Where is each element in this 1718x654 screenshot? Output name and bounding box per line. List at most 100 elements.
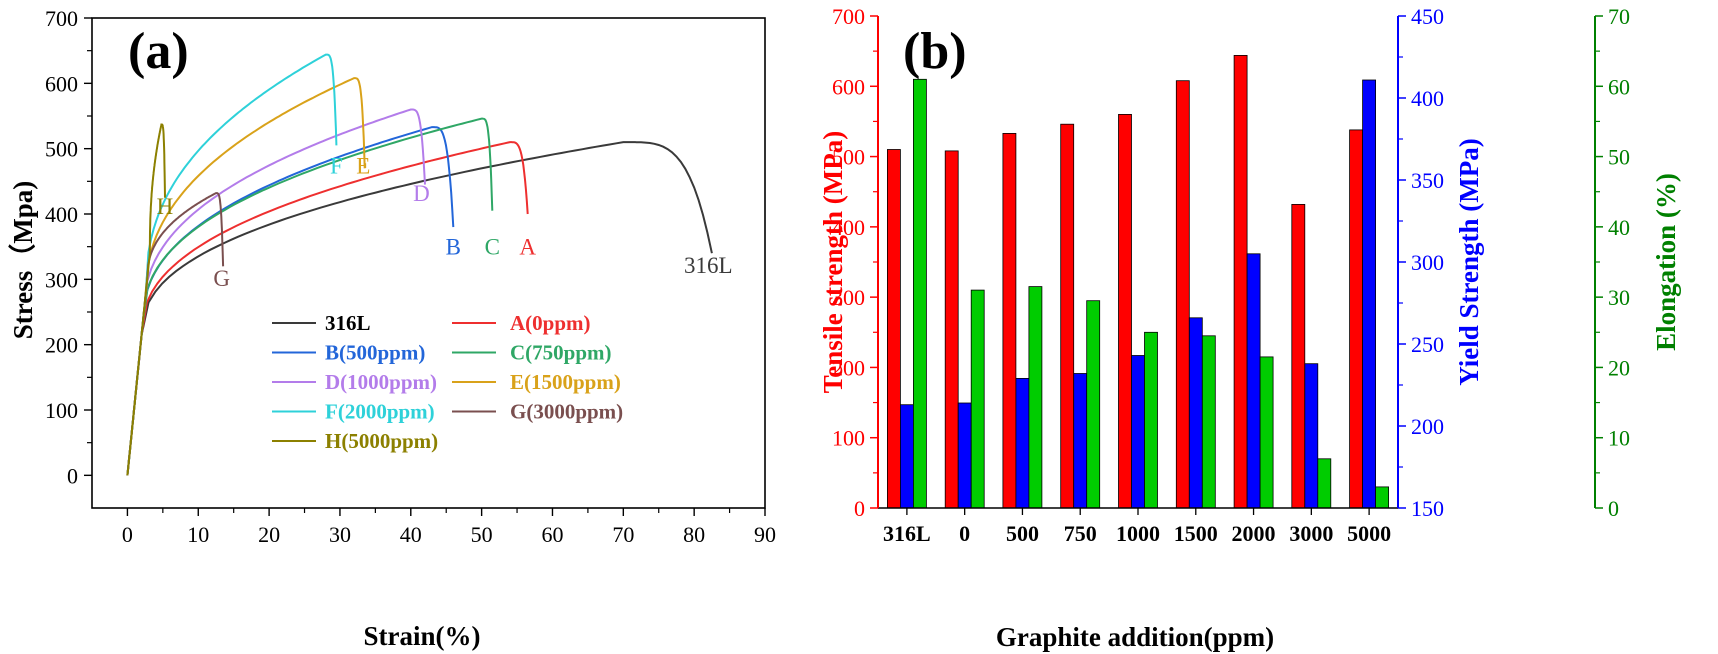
panel-a-x-tick-label: 50	[471, 522, 493, 547]
panel-b-right2-tick-label: 50	[1608, 145, 1630, 170]
curve-end-label-d: D	[413, 181, 430, 206]
panel-a-x-tick-label: 0	[122, 522, 133, 547]
bar-tensile-strength-mpa-5000	[1349, 129, 1363, 509]
panel-a-curve-tags: 316L A B C D EF G H	[157, 153, 733, 290]
legend-label-f-2000ppm: F(2000ppm)	[325, 400, 435, 424]
bar-yield-strength-mpa-750	[1073, 373, 1088, 509]
panel-b-right1-tick-label: 250	[1411, 332, 1444, 357]
bar-yield-strength-mpa-0	[957, 402, 972, 509]
bar-yield-strength-mpa-3000	[1304, 363, 1319, 509]
curve-end-label-g: G	[213, 266, 230, 291]
panel-a-x-tick-label: 30	[329, 522, 351, 547]
panel-a-y-tick-label: 0	[67, 463, 78, 488]
panel-a-x-tick-label: 10	[187, 522, 209, 547]
legend-label-a-0ppm: A(0ppm)	[510, 311, 591, 335]
legend-label-g-3000ppm: G(3000ppm)	[510, 400, 623, 424]
panel-b-right1-tick-label: 450	[1411, 4, 1444, 29]
panel-b-label: (b)	[903, 23, 967, 80]
panel-a-x-tick-label: 80	[683, 522, 705, 547]
panel-b-right2-tick-label: 40	[1608, 215, 1630, 240]
panel-b-x-tick-label: 500	[1006, 521, 1039, 546]
bar-elongation-1500	[1201, 335, 1216, 509]
panel-a-y-tick-label: 400	[45, 202, 78, 227]
legend-label-b-500ppm: B(500ppm)	[325, 341, 425, 365]
panel-b-left-tick-label: 700	[832, 4, 865, 29]
panel-b-x-tick-label: 2000	[1232, 521, 1276, 546]
panel-b-yield-axis-title: Yield Strength (MPa)	[1454, 138, 1484, 385]
panel-b-x-tick-label: 5000	[1347, 521, 1391, 546]
panel-b-x-tick-label: 1500	[1174, 521, 1218, 546]
panel-a-chart: (a) 0 10 20 30 40 50 60 70 80 90 0 100 200 300 400 500 6…	[8, 6, 776, 651]
panel-b-right2-tick-label: 30	[1608, 285, 1630, 310]
panel-b-bars	[887, 55, 1389, 509]
panel-b-left-tick-label: 500	[832, 145, 865, 170]
legend-label-c-750ppm: C(750ppm)	[510, 341, 612, 365]
panel-b-left-tick-label: 0	[854, 496, 865, 521]
panel-b-x-tick-label: 750	[1064, 521, 1097, 546]
bar-tensile-strength-mpa-316l	[887, 149, 901, 509]
panel-b-left-tick-label: 200	[832, 355, 865, 380]
panel-a-frame	[91, 17, 766, 509]
curve-end-label-a: A	[519, 235, 536, 260]
panel-b-right2-tick-label: 0	[1608, 496, 1619, 521]
panel-b-right2-tick-label: 20	[1608, 355, 1630, 380]
curve-end-label-h: H	[157, 194, 174, 219]
panel-b-x-tick-label: 316L	[883, 521, 931, 546]
panel-a-curves	[126, 53, 713, 476]
panel-a-y-tick-label: 700	[45, 6, 78, 31]
bar-elongation-2000	[1259, 356, 1274, 509]
bar-tensile-strength-mpa-1500	[1175, 80, 1190, 509]
panel-b-right1-tick-label: 200	[1411, 414, 1444, 439]
bar-yield-strength-mpa-5000	[1362, 79, 1376, 509]
curve-end-label-e: E	[356, 153, 370, 178]
panel-b-axes: 316L 0 500 750 1000 1500 2000 3000 5000010020030…	[832, 4, 1630, 546]
legend-label-d-1000ppm: D(1000ppm)	[325, 370, 437, 394]
bar-tensile-strength-mpa-3000	[1291, 203, 1306, 509]
panel-a-axes: 0 10 20 30 40 50 60 70 80 90 0 100 200 300 400 500 600 70…	[45, 6, 776, 547]
bar-elongation-316l	[913, 78, 927, 509]
panel-a-y-tick-label: 100	[45, 398, 78, 423]
panel-b-right1-tick-label: 150	[1411, 496, 1444, 521]
legend-label-h-5000ppm: H(5000ppm)	[325, 429, 438, 453]
panel-a-y-tick-label: 200	[45, 333, 78, 358]
bar-yield-strength-mpa-1500	[1188, 317, 1203, 509]
bar-tensile-strength-mpa-750	[1060, 123, 1075, 509]
panel-a-x-tick-label: 70	[612, 522, 634, 547]
panel-b-left-tick-label: 300	[832, 285, 865, 310]
bar-tensile-strength-mpa-1000	[1118, 114, 1132, 509]
panel-a-y-tick-label: 600	[45, 71, 78, 96]
bar-yield-strength-mpa-500	[1015, 377, 1030, 509]
bar-elongation-5000	[1375, 486, 1389, 509]
bar-yield-strength-mpa-316l	[900, 404, 914, 509]
bar-elongation-0	[970, 289, 985, 509]
panel-b-right2-tick-label: 70	[1608, 4, 1630, 29]
panel-b-right1-tick-label: 350	[1411, 168, 1444, 193]
curve-end-label-316l: 316L	[684, 253, 733, 278]
bar-yield-strength-mpa-2000	[1246, 253, 1261, 509]
curve-end-label-c: C	[485, 235, 500, 260]
curve-end-label-f: F	[330, 153, 343, 178]
panel-b-x-tick-label: 1000	[1116, 521, 1160, 546]
panel-b-right2-tick-label: 10	[1608, 426, 1630, 451]
panel-b-left-axis-title: Tensile strength (MPa)	[818, 131, 848, 394]
panel-b-x-axis-title: Graphite addition(ppm)	[996, 622, 1274, 652]
bar-elongation-500	[1028, 286, 1043, 509]
bar-elongation-1000	[1144, 331, 1158, 509]
bar-tensile-strength-mpa-0	[944, 150, 959, 509]
panel-a-legend: 316L A(0ppm) B(500ppm) C(750ppm) D(1000ppm) E…	[272, 311, 623, 453]
bar-elongation-750	[1086, 300, 1101, 509]
bar-tensile-strength-mpa-2000	[1233, 55, 1248, 509]
panel-a-y-tick-label: 500	[45, 137, 78, 162]
panel-a-x-axis-title: Strain(%)	[364, 621, 481, 651]
panel-a-x-tick-label: 60	[541, 522, 563, 547]
panel-a-x-tick-label: 40	[400, 522, 422, 547]
panel-b-right1-tick-label: 300	[1411, 250, 1444, 275]
panel-b-x-tick-label: 0	[959, 521, 970, 546]
panel-a-y-axis-title: Stress（Mpa)	[8, 181, 38, 340]
bar-elongation-3000	[1317, 458, 1332, 509]
panel-a-y-tick-label: 300	[45, 267, 78, 292]
panel-a-x-tick-label: 20	[258, 522, 280, 547]
panel-b-right1-tick-label: 400	[1411, 86, 1444, 111]
